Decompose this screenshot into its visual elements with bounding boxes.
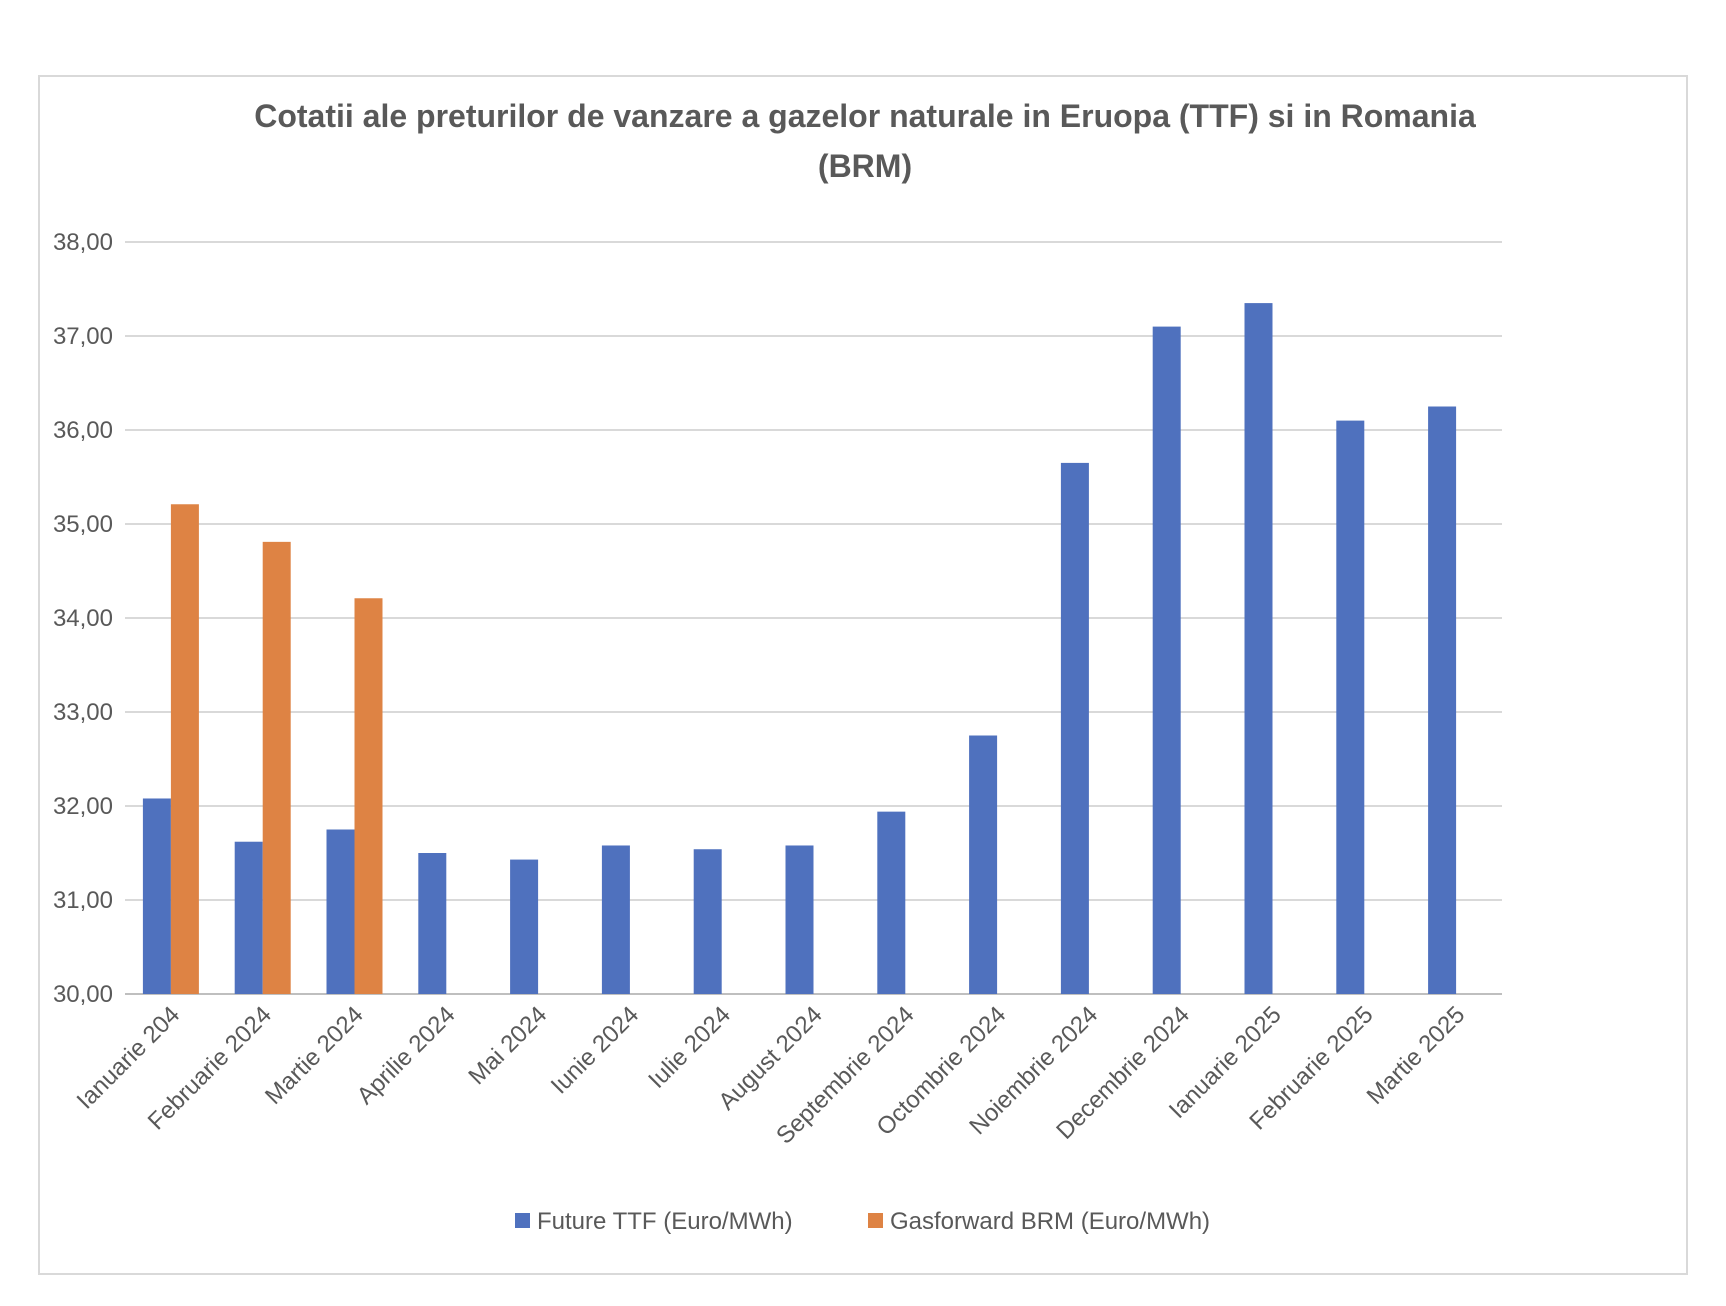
- legend-swatch-gasforward-brm: [868, 1213, 883, 1228]
- y-tick-label: 32,00: [53, 793, 113, 820]
- y-tick-label: 30,00: [53, 981, 113, 1008]
- y-axis-ticks: 30,00 31,00 32,00 33,00 34,00 35,00 36,00 37,00…: [53, 229, 113, 1008]
- legend: Future TTF (Euro/MWh) Gasforward BRM (Eur…: [515, 1208, 1210, 1235]
- bar-future-ttf: [510, 859, 539, 994]
- bar-future-ttf: [142, 798, 171, 994]
- x-tick-label: Martie 2024: [260, 1001, 369, 1110]
- bar-future-ttf: [877, 811, 906, 994]
- bar-future-ttf: [693, 849, 722, 994]
- y-tick-label: 35,00: [53, 511, 113, 538]
- x-tick-label: Iulie 2024: [643, 1001, 736, 1094]
- bar-future-ttf: [1060, 462, 1089, 994]
- chart-title: Cotatii ale preturilor de vanzare a gaze…: [254, 98, 1476, 184]
- bar-gasforward-brm: [354, 598, 383, 994]
- bar-future-ttf: [601, 845, 630, 994]
- y-tick-label: 38,00: [53, 229, 113, 256]
- bar-future-ttf: [1244, 303, 1273, 995]
- legend-label-future-ttf: Future TTF (Euro/MWh): [537, 1208, 793, 1235]
- bar-future-ttf: [418, 853, 447, 994]
- bar-future-ttf: [1152, 326, 1181, 995]
- y-tick-label: 31,00: [53, 887, 113, 914]
- bar-chart: Cotatii ale preturilor de vanzare a gaze…: [53, 98, 1502, 1235]
- legend-swatch-future-ttf: [515, 1213, 530, 1228]
- bar-future-ttf: [785, 845, 814, 994]
- chart-title-line-2: (BRM): [818, 148, 912, 184]
- chart-title-line-1: Cotatii ale preturilor de vanzare a gaze…: [254, 98, 1476, 134]
- y-tick-label: 34,00: [53, 605, 113, 632]
- bars: [142, 303, 1457, 995]
- bar-future-ttf: [326, 829, 355, 994]
- bar-future-ttf: [1336, 420, 1365, 995]
- y-tick-label: 33,00: [53, 699, 113, 726]
- y-tick-label: 37,00: [53, 323, 113, 350]
- legend-label-gasforward-brm: Gasforward BRM (Euro/MWh): [890, 1208, 1210, 1235]
- bar-gasforward-brm: [262, 541, 291, 994]
- x-tick-label: Aprilie 2024: [352, 1001, 461, 1110]
- bar-future-ttf: [234, 841, 263, 994]
- y-tick-label: 36,00: [53, 417, 113, 444]
- bar-gasforward-brm: [170, 504, 199, 994]
- bar-future-ttf: [969, 735, 998, 994]
- x-tick-label: Mai 2024: [463, 1001, 552, 1090]
- bar-future-ttf: [1428, 406, 1457, 994]
- chart-frame: Cotatii ale preturilor de vanzare a gaze…: [38, 75, 1688, 1275]
- x-tick-label: Iunie 2024: [546, 1001, 644, 1099]
- x-tick-label: Martie 2025: [1362, 1001, 1471, 1110]
